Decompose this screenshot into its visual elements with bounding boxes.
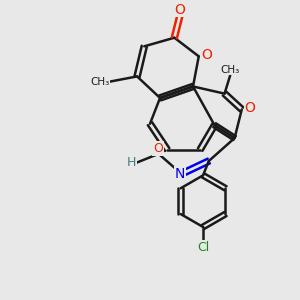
Text: O: O bbox=[244, 101, 255, 115]
Text: O: O bbox=[153, 142, 163, 155]
Text: O: O bbox=[175, 3, 185, 16]
Text: O: O bbox=[201, 48, 212, 62]
Text: H: H bbox=[127, 156, 136, 169]
Text: Cl: Cl bbox=[197, 241, 209, 254]
Text: N: N bbox=[175, 167, 185, 181]
Text: CH₃: CH₃ bbox=[90, 77, 110, 87]
Text: CH₃: CH₃ bbox=[221, 65, 240, 75]
